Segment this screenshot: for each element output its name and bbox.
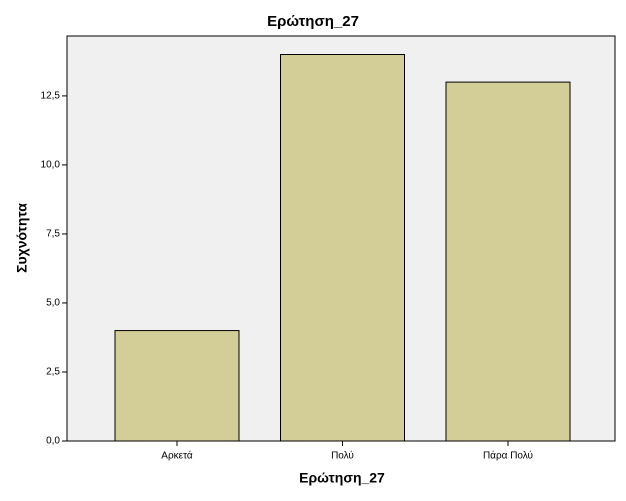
y-tick-label: 2,5	[46, 367, 60, 378]
y-tick-label: 7,5	[46, 229, 60, 240]
y-tick-label: 12,5	[41, 91, 61, 102]
y-axis-title: Συχνότητα	[14, 203, 30, 273]
chart-title: Ερώτηση_27	[267, 13, 359, 30]
bar	[445, 81, 571, 442]
x-tick-label: Πολύ	[331, 450, 354, 462]
bar	[280, 53, 405, 442]
x-tick-label: Πάρα Πολύ	[483, 450, 533, 462]
y-tick-label: 0,0	[46, 436, 60, 447]
x-axis-title: Ερώτηση_27	[299, 470, 385, 486]
y-tick-label: 5,0	[46, 298, 60, 309]
y-tick-label: 10,0	[41, 160, 61, 171]
bar	[114, 330, 240, 442]
x-tick-label: Αρκετά	[161, 450, 193, 462]
